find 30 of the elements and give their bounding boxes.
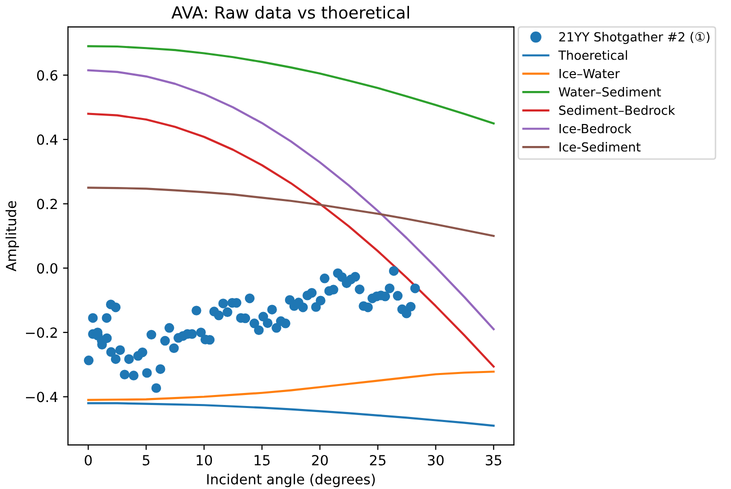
chart-title: AVA: Raw data vs thoeretical (171, 6, 409, 19)
legend-label: Water–Sediment (558, 86, 661, 97)
line-series (87, 186, 495, 237)
y-axis-title: Amplitude (6, 201, 19, 272)
legend-label: 21YY Shotgather #2 (①) (559, 32, 710, 44)
x-tick-label: 30 (428, 454, 444, 466)
y-tick-label: 0.4 (37, 134, 58, 145)
y-tick-label: 0.0 (37, 263, 58, 274)
line-series (87, 45, 495, 124)
y-tick-label: −0.4 (26, 392, 58, 402)
x-tick-label: 10 (196, 454, 212, 466)
legend-label: Thoeretical (558, 50, 628, 60)
x-tick-label: 35 (486, 454, 502, 466)
line-series (87, 112, 495, 368)
y-tick-label: −0.2 (26, 327, 57, 338)
legend-label: Sediment–Bedrock (559, 105, 676, 115)
legend-label: Ice-Bedrock (560, 124, 632, 134)
x-tick-label: 5 (142, 455, 150, 466)
line-series (87, 69, 495, 330)
x-tick-label: 0 (84, 454, 92, 466)
y-tick-label: 0.2 (37, 198, 57, 210)
x-tick-label: 25 (370, 454, 386, 466)
x-tick-label: 15 (254, 455, 270, 466)
y-tick-label: 0.6 (37, 70, 58, 81)
line-series (87, 370, 495, 402)
line-series (87, 402, 495, 427)
x-axis-title: Incident angle (degrees) (207, 474, 375, 488)
legend-label: Ice–Water (560, 68, 620, 78)
x-tick-label: 20 (312, 454, 328, 466)
legend-label: Ice-Sediment (560, 142, 641, 152)
